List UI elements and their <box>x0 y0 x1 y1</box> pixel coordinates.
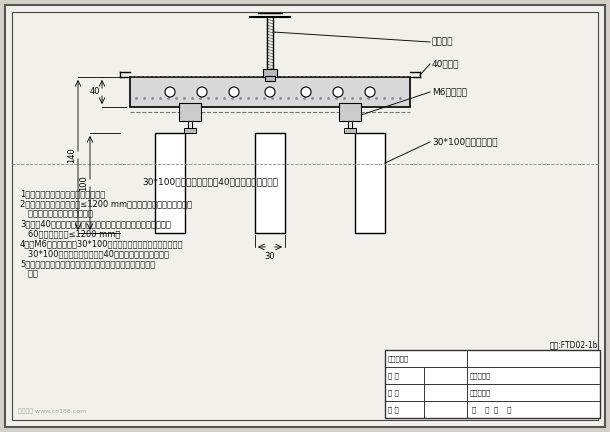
Bar <box>265 76 275 81</box>
Bar <box>263 69 277 77</box>
Text: 工程项目：: 工程项目： <box>388 355 409 362</box>
Bar <box>385 350 600 418</box>
Text: 40副龙骨: 40副龙骨 <box>432 60 459 69</box>
Text: 第    张  共    张: 第 张 共 张 <box>472 406 511 413</box>
Text: 点。: 点。 <box>20 269 38 278</box>
Circle shape <box>333 87 343 97</box>
Text: 100: 100 <box>79 175 88 191</box>
Text: 5、注意：安装过后应保持干洁，不得有开水、油污等不超过: 5、注意：安装过后应保持干洁，不得有开水、油污等不超过 <box>20 259 156 268</box>
Bar <box>355 133 385 233</box>
Text: 设 计: 设 计 <box>388 372 399 379</box>
Text: 用配套连续栓固定螺栓吊杆；: 用配套连续栓固定螺栓吊杆； <box>20 209 93 218</box>
Text: 40: 40 <box>90 88 100 96</box>
Circle shape <box>301 87 311 97</box>
Bar <box>184 128 196 133</box>
Text: 审 批: 审 批 <box>388 406 399 413</box>
Text: 3、固定40副龙骨，并将龙骨调至水平，同时调整标杆紧紧一致，: 3、固定40副龙骨，并将龙骨调至水平，同时调整标杆紧紧一致， <box>20 219 171 228</box>
Bar <box>155 133 185 233</box>
Circle shape <box>165 87 175 97</box>
Circle shape <box>265 87 275 97</box>
Text: 校 对: 校 对 <box>388 389 399 396</box>
Text: 30*100型铝方通吊顶带穿过40副龙骨，调整对应即可；: 30*100型铝方通吊顶带穿过40副龙骨，调整对应即可； <box>20 249 169 258</box>
Text: 30*100型铝方通吊顶（配40副龙骨）安装说明：: 30*100型铝方通吊顶（配40副龙骨）安装说明： <box>142 177 278 186</box>
Text: 30*100型铝方通吊带: 30*100型铝方通吊带 <box>432 137 498 146</box>
Bar <box>339 103 361 121</box>
Text: 30: 30 <box>265 252 275 261</box>
Text: 4、将M6六角螺栓卡入30*100型铝方通吊顶带的卡槽中，然后将: 4、将M6六角螺栓卡入30*100型铝方通吊顶带的卡槽中，然后将 <box>20 239 184 248</box>
Text: 60副龙骨间距为≤1200 mm；: 60副龙骨间距为≤1200 mm； <box>20 229 120 238</box>
Text: 客户名称：: 客户名称： <box>470 372 491 379</box>
Text: 1、根据设计要求测出安装后的标高；: 1、根据设计要求测出安装后的标高； <box>20 189 106 198</box>
Circle shape <box>365 87 375 97</box>
Text: 140: 140 <box>67 147 76 163</box>
Text: 2、确定施工方向，并排距≤1200 mm距离在天花上打吊顶孔，同时: 2、确定施工方向，并排距≤1200 mm距离在天花上打吊顶孔，同时 <box>20 199 192 208</box>
Bar <box>344 128 356 133</box>
Bar <box>255 133 285 233</box>
Circle shape <box>229 87 239 97</box>
Bar <box>130 77 410 107</box>
Text: 图名:FTD02-1b: 图名:FTD02-1b <box>550 340 598 349</box>
Bar <box>179 103 201 121</box>
Text: M6六角螺栓: M6六角螺栓 <box>432 88 467 96</box>
Text: 镀锌吊杆: 镀锌吊杆 <box>432 38 453 47</box>
Circle shape <box>197 87 207 97</box>
Text: 客户确认：: 客户确认： <box>470 389 491 396</box>
Text: 土木在线 www.co188.com: 土木在线 www.co188.com <box>18 408 86 414</box>
